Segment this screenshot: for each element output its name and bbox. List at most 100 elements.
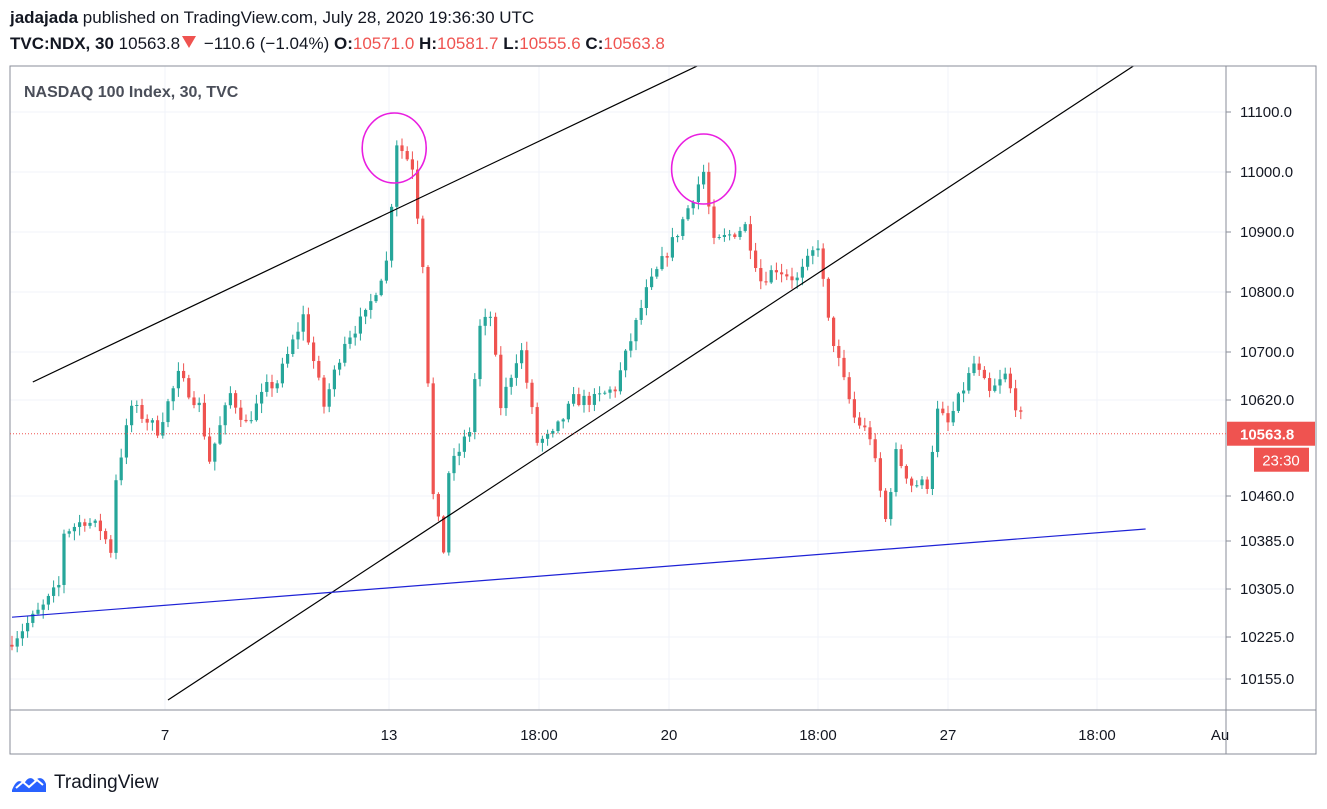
candle-body bbox=[852, 399, 856, 418]
candle-body bbox=[993, 385, 997, 391]
candle-body bbox=[712, 206, 716, 238]
candle-body bbox=[156, 420, 160, 436]
candle-body bbox=[972, 363, 976, 374]
candle-body bbox=[660, 256, 664, 270]
candle-body bbox=[431, 383, 435, 495]
drawing-layer bbox=[11, 66, 1146, 701]
candle-body bbox=[254, 403, 258, 421]
candle-body bbox=[665, 256, 669, 258]
candle-body bbox=[587, 395, 591, 405]
candle-body bbox=[670, 237, 674, 258]
candle-body bbox=[863, 425, 867, 428]
candle-body bbox=[733, 234, 737, 237]
candle-body bbox=[1014, 388, 1018, 411]
candle-body bbox=[306, 314, 310, 343]
candle-body bbox=[644, 287, 648, 308]
candle-body bbox=[650, 276, 654, 288]
candle-body bbox=[800, 266, 804, 278]
candle-body bbox=[1019, 410, 1023, 412]
candle-body bbox=[785, 274, 789, 277]
candle-body bbox=[826, 278, 830, 318]
down-arrow-icon bbox=[182, 36, 197, 48]
candle-body bbox=[566, 403, 570, 420]
candle-body bbox=[696, 184, 700, 203]
candle-body bbox=[1003, 373, 1007, 380]
high-label: H: bbox=[419, 34, 437, 53]
chart-frame bbox=[9, 65, 1317, 755]
candle-body bbox=[540, 438, 544, 443]
candle-body bbox=[494, 316, 498, 355]
y-tick-label: 11000.0 bbox=[1240, 164, 1293, 181]
y-tick-label: 10800.0 bbox=[1240, 284, 1294, 301]
candle-body bbox=[327, 389, 331, 407]
candle-body bbox=[795, 277, 799, 281]
candle-body bbox=[332, 369, 336, 390]
candle-body bbox=[483, 316, 487, 326]
candle-body bbox=[936, 408, 940, 452]
candle-body bbox=[468, 432, 472, 437]
tradingview-logo-icon bbox=[12, 778, 46, 792]
candle-body bbox=[847, 377, 851, 400]
candle-body bbox=[31, 613, 35, 623]
candle-body bbox=[426, 266, 430, 384]
candle-body bbox=[629, 341, 633, 351]
x-tick-label: 20 bbox=[661, 727, 678, 744]
candle-body bbox=[67, 531, 71, 534]
candle-body bbox=[499, 354, 503, 409]
publish-info: jadajada published on TradingView.com, J… bbox=[10, 8, 534, 28]
candle-body bbox=[764, 281, 768, 283]
candle-body bbox=[655, 269, 659, 277]
candle-body bbox=[192, 397, 196, 406]
candle-body bbox=[36, 609, 40, 614]
candle-body bbox=[504, 386, 508, 409]
candle-body bbox=[920, 479, 924, 486]
candle-body bbox=[624, 350, 628, 371]
candle-body bbox=[743, 224, 747, 231]
y-tick-label: 11100.0 bbox=[1240, 104, 1292, 121]
x-tick-label: 18:00 bbox=[1078, 727, 1116, 744]
candle-body bbox=[691, 202, 695, 209]
candle-body bbox=[728, 234, 732, 236]
last-price-tag-label: 10563.8 bbox=[1240, 427, 1294, 444]
candle-body bbox=[213, 443, 217, 462]
low-value: 10555.6 bbox=[519, 34, 581, 53]
candle-body bbox=[395, 145, 399, 207]
candle-body bbox=[374, 295, 378, 302]
candle-body bbox=[556, 421, 560, 432]
candle-body bbox=[967, 373, 971, 391]
candle-body bbox=[598, 393, 602, 395]
candle-body bbox=[46, 595, 50, 605]
candle-body bbox=[811, 250, 815, 256]
candle-body bbox=[473, 379, 477, 433]
candle-body bbox=[244, 419, 248, 422]
candle-body bbox=[514, 363, 518, 378]
candle-body bbox=[982, 369, 986, 379]
candle-body bbox=[702, 171, 706, 185]
candle-body bbox=[774, 270, 778, 273]
candle-body bbox=[98, 520, 102, 532]
candle-body bbox=[894, 449, 898, 493]
candle-body bbox=[182, 370, 186, 379]
candle-body bbox=[208, 436, 212, 462]
tradingview-footer: TradingView bbox=[10, 770, 159, 796]
candle-body bbox=[821, 248, 825, 279]
candle-body bbox=[561, 419, 565, 422]
candle-body bbox=[26, 622, 30, 632]
candle-body bbox=[202, 402, 206, 437]
candle-body bbox=[520, 350, 524, 364]
candle-body bbox=[140, 404, 144, 419]
candle-body bbox=[717, 237, 721, 239]
candle-body bbox=[249, 420, 253, 422]
candle-body bbox=[790, 276, 794, 281]
author-name[interactable]: jadajada bbox=[10, 8, 79, 27]
close-value: 10563.8 bbox=[603, 34, 665, 53]
candle-body bbox=[322, 377, 326, 407]
candle-body bbox=[769, 270, 773, 283]
last-price: 10563.8 bbox=[118, 34, 181, 53]
candle-body bbox=[832, 317, 836, 347]
candle-body bbox=[10, 644, 14, 647]
x-tick-label: 18:00 bbox=[520, 727, 558, 744]
candle-body bbox=[416, 169, 420, 219]
candle-body bbox=[941, 408, 945, 414]
